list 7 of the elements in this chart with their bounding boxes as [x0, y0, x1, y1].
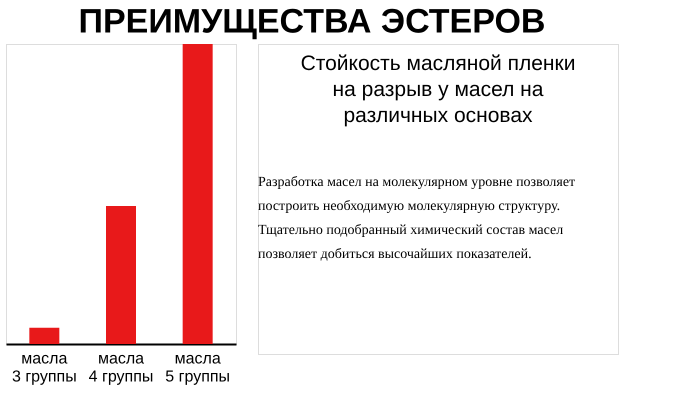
text: Разработка масел на молекулярном уровне позволяет построить необходимую молекулярную структуру.: [258, 175, 576, 214]
x-tick-label: масла 3 группы: [12, 350, 77, 386]
text: Тщательно подобранный химический состав масел позволяет добиться высочайших показателей.: [258, 223, 564, 262]
x-tick-label: масла 4 группы: [88, 350, 154, 386]
x-tick-label: масла 5 группы: [165, 350, 230, 386]
text: ПРЕИМУЩЕСТВА ЭСТЕРОВ: [78, 2, 546, 40]
text: Стойкость масляной пленки на разрыв у масел на различных основах: [300, 52, 576, 127]
